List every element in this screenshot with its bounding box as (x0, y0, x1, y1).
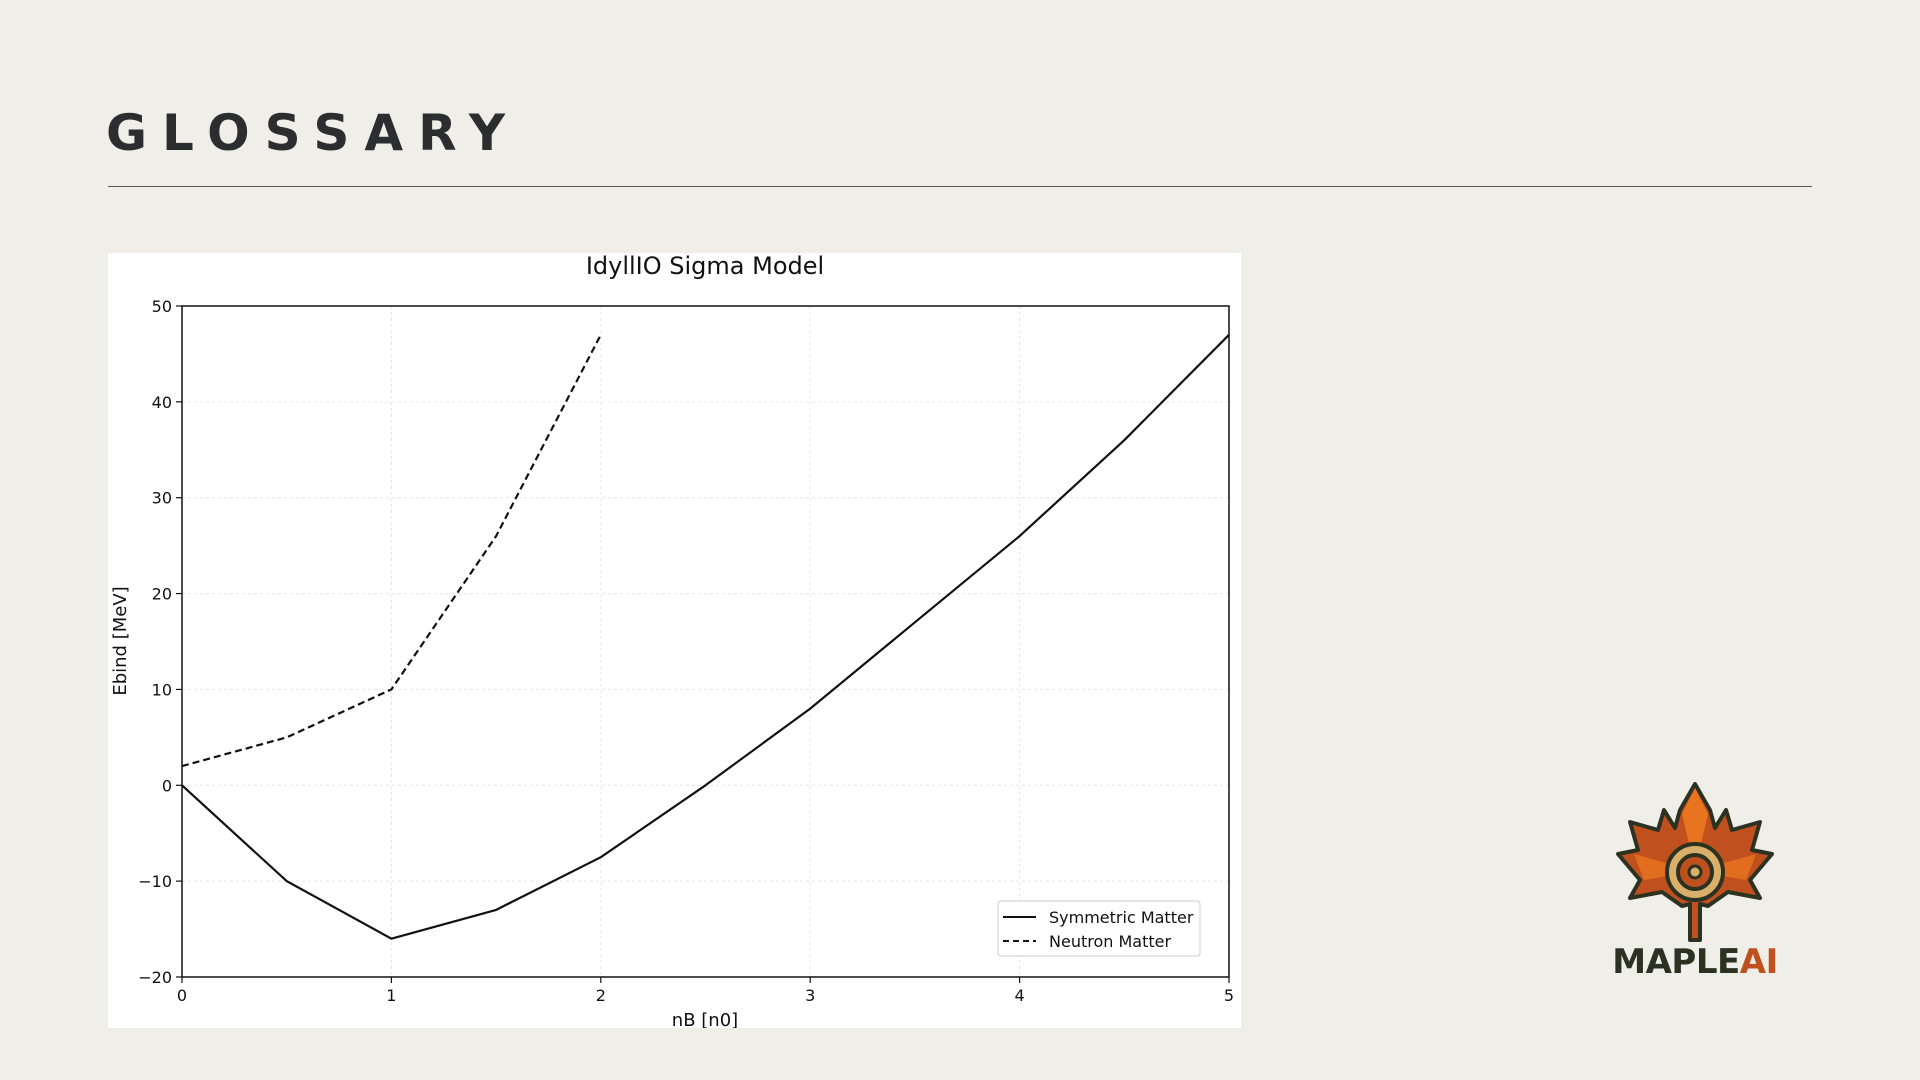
logo-wordmark: MAPLEAI (1610, 945, 1780, 979)
y-tick-label: −20 (138, 968, 172, 987)
title-divider (108, 186, 1812, 187)
maple-ai-logo: MAPLEAI (1610, 780, 1780, 990)
series-line-neutron-matter (181, 334, 602, 768)
x-axis-label: nB [n0] (672, 1010, 738, 1028)
chart-title: IdyllIO Sigma Model (586, 253, 824, 280)
x-tick-label: 2 (596, 986, 606, 1005)
chart-series (181, 334, 1230, 940)
x-tick-label: 1 (386, 986, 396, 1005)
y-tick-label: 20 (152, 585, 172, 604)
y-tick-label: 40 (152, 393, 172, 412)
legend-label-neutron: Neutron Matter (1049, 932, 1171, 951)
legend-box (997, 900, 1201, 957)
chart-ticks: 0 1 2 3 4 5 −20 −10 0 10 20 30 40 50 (138, 297, 1234, 1005)
chart-legend: Symmetric Matter Neutron Matter (997, 900, 1201, 957)
y-tick-label: 30 (152, 489, 172, 508)
line-chart: IdyllIO Sigma Model 0 1 2 3 4 5 −20 −10 0 10 20 30 4… (110, 253, 1234, 1028)
x-tick-label: 3 (805, 986, 815, 1005)
chart-grid (181, 305, 1230, 978)
slide-title: GLOSSARY (106, 104, 521, 162)
x-tick-label: 5 (1224, 986, 1234, 1005)
logo-text-ai: AI (1739, 942, 1778, 982)
chart-card: IdyllIO Sigma Model 0 1 2 3 4 5 −20 −10 0 10 20 30 4… (108, 253, 1241, 1028)
maple-leaf-icon (1616, 782, 1774, 942)
x-tick-label: 0 (177, 986, 187, 1005)
logo-text-maple: MAPLE (1612, 942, 1740, 982)
series-line-symmetric-matter (181, 334, 1230, 940)
y-axis-label: Ebind [MeV] (110, 586, 131, 695)
plot-frame (181, 305, 1230, 978)
y-tick-label: 50 (152, 297, 172, 316)
y-tick-label: −10 (138, 872, 172, 891)
y-tick-label: 10 (152, 680, 172, 699)
y-tick-label: 0 (162, 776, 172, 795)
legend-label-symmetric: Symmetric Matter (1049, 908, 1194, 927)
x-tick-label: 4 (1015, 986, 1025, 1005)
